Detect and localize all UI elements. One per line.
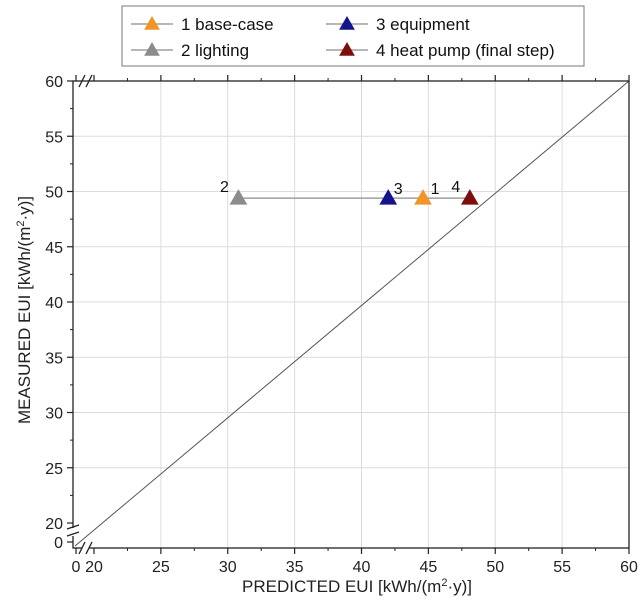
- plot-frame: [72, 80, 630, 549]
- data-point-3: [379, 189, 398, 205]
- grid: [73, 81, 629, 548]
- legend-label: 2 lighting: [181, 41, 249, 60]
- data-point-label-1: 1: [431, 181, 440, 198]
- x-tick-label: 30: [219, 559, 237, 576]
- legend-marker: [144, 15, 160, 30]
- y-break-slash: [66, 531, 80, 537]
- y-break-gap: [69, 528, 77, 536]
- x-tick-label: 20: [85, 559, 103, 576]
- legend: 1 base-case 2 lighting 3 equipment 4 heat p…: [121, 5, 585, 67]
- x-break-slash: [78, 74, 86, 88]
- x-tick-label: 50: [486, 559, 504, 576]
- x-tick-label: 45: [419, 559, 437, 576]
- x-tick-label: 25: [152, 559, 170, 576]
- y-tick-label: 25: [45, 461, 63, 478]
- data-point-label-3: 3: [394, 181, 403, 198]
- data-point-4: [460, 189, 479, 205]
- legend-label: 3 equipment: [376, 15, 470, 34]
- x-tick-label: 55: [553, 559, 571, 576]
- legend-marker: [339, 15, 355, 30]
- x-break-slash: [85, 541, 93, 555]
- x-tick-label: 40: [353, 559, 371, 576]
- legend-marker: [339, 41, 355, 56]
- y-tick-label: 0: [54, 535, 63, 552]
- y-tick-label: 40: [45, 295, 63, 312]
- legend-label: 1 base-case: [181, 15, 274, 34]
- data-point-2: [229, 189, 248, 205]
- data-point-1: [414, 189, 432, 205]
- x-tick-label: 0: [72, 559, 81, 576]
- y-tick-label: 35: [45, 350, 63, 367]
- x-tick-label: 60: [620, 559, 638, 576]
- x-break-slash: [78, 541, 86, 555]
- reference-line: [74, 80, 630, 547]
- x-break-slash: [85, 74, 93, 88]
- legend-box: [121, 5, 585, 67]
- y-tick-label: 20: [45, 516, 63, 533]
- y-tick-label: 60: [45, 74, 63, 91]
- x-break-gap: [82, 544, 89, 552]
- axis-break-marks: [66, 74, 93, 555]
- x-tick-label: 35: [286, 559, 304, 576]
- legend-marker: [144, 41, 160, 56]
- legend-label: 4 heat pump (final step): [376, 41, 555, 60]
- y-axis-title: MEASURED EUI [kWh/(m2·y)]: [15, 196, 34, 424]
- y-tick-label: 55: [45, 129, 63, 146]
- y-break-slash: [66, 524, 80, 530]
- data-points: 1 2 3 4: [220, 179, 479, 205]
- data-point-label-2: 2: [220, 179, 229, 196]
- y-tick-label: 45: [45, 240, 63, 257]
- data-point-label-4: 4: [451, 179, 460, 196]
- x-axis-title: PREDICTED EUI [kWh/(m2·y)]: [242, 577, 472, 596]
- y-tick-label: 50: [45, 185, 63, 202]
- y-tick-label: 30: [45, 406, 63, 423]
- reference-line-y-equals-x: [74, 80, 630, 547]
